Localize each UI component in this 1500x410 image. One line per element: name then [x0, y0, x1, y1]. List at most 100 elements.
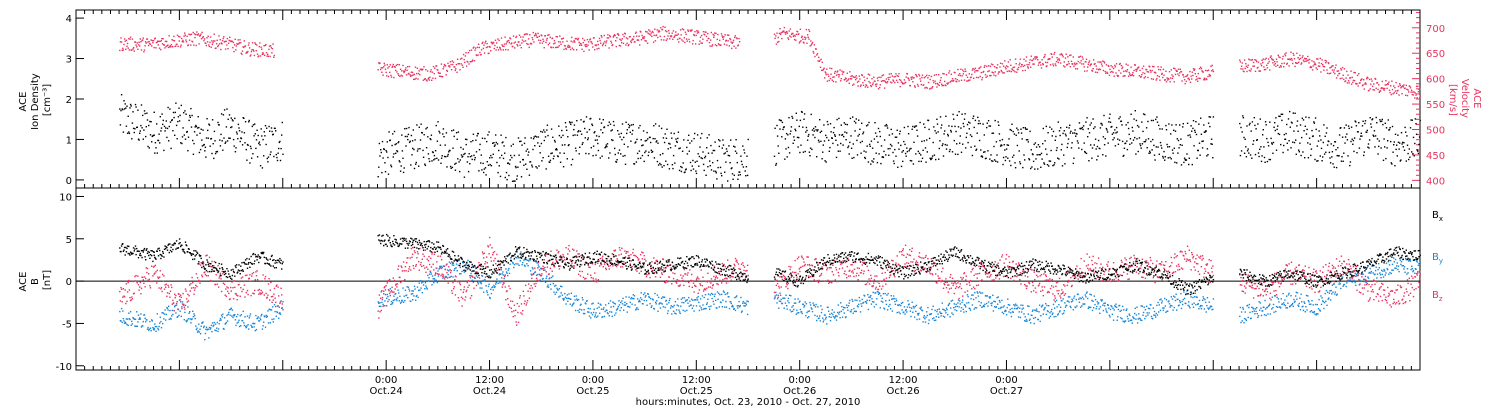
- velocity-point: [1141, 67, 1144, 70]
- velocity-point: [898, 78, 901, 81]
- density-point: [843, 135, 845, 138]
- velocity-point: [1045, 61, 1047, 64]
- velocity-point: [1277, 54, 1279, 56]
- velocity-point: [1388, 89, 1391, 91]
- velocity-point: [1260, 65, 1263, 67]
- velocity-point: [829, 77, 832, 80]
- by-point: [393, 299, 396, 301]
- density-point: [843, 122, 845, 124]
- density-point: [972, 117, 974, 120]
- velocity-point: [494, 39, 497, 41]
- velocity-point: [422, 79, 425, 81]
- velocity-point: [209, 41, 211, 44]
- density-point: [1090, 122, 1092, 124]
- velocity-point: [608, 47, 610, 49]
- density-point: [1078, 147, 1080, 149]
- velocity-point: [500, 37, 503, 39]
- by-point: [216, 321, 219, 324]
- velocity-point: [1335, 77, 1338, 79]
- velocity-point: [1014, 71, 1016, 73]
- density-point: [1175, 124, 1177, 126]
- density-point: [130, 105, 132, 107]
- velocity-point: [992, 72, 995, 74]
- density-point: [487, 134, 489, 136]
- density-point: [588, 153, 590, 155]
- velocity-point: [841, 70, 843, 72]
- density-point: [1293, 130, 1295, 132]
- date-tick-label: Oct.25: [576, 386, 609, 397]
- velocity-point: [586, 38, 589, 41]
- density-point: [1092, 118, 1094, 120]
- velocity-point: [890, 73, 892, 75]
- density-point: [443, 155, 446, 158]
- by-point: [240, 325, 242, 327]
- velocity-point: [1017, 68, 1019, 71]
- density-point: [1262, 134, 1264, 136]
- velocity-point: [983, 70, 985, 73]
- density-point: [644, 151, 646, 154]
- by-point: [550, 288, 552, 290]
- density-point: [1045, 148, 1047, 150]
- velocity-point: [120, 37, 122, 39]
- by-point: [193, 314, 196, 317]
- by-point: [377, 301, 379, 303]
- velocity-point: [557, 41, 560, 43]
- velocity-point: [941, 83, 943, 85]
- velocity-point: [1396, 92, 1398, 94]
- velocity-point: [1312, 65, 1314, 67]
- velocity-point: [821, 69, 823, 72]
- density-point: [528, 151, 530, 153]
- velocity-point: [456, 58, 459, 60]
- density-point: [791, 115, 793, 118]
- velocity-point: [566, 40, 568, 42]
- density-point: [209, 145, 211, 147]
- velocity-point: [1266, 67, 1269, 69]
- velocity-point: [918, 75, 921, 77]
- by-point: [254, 329, 256, 332]
- density-point: [492, 153, 494, 155]
- density-point: [1165, 129, 1168, 131]
- density-point: [655, 141, 657, 143]
- density-point: [1302, 151, 1304, 153]
- density-point: [610, 130, 612, 132]
- by-point: [398, 292, 400, 294]
- density-point: [419, 139, 422, 141]
- density-point: [1370, 123, 1372, 125]
- by-point: [193, 313, 195, 315]
- density-point: [586, 131, 588, 133]
- density-point: [1273, 126, 1275, 128]
- density-point: [490, 154, 492, 157]
- density-point: [1183, 161, 1185, 164]
- by-point: [227, 313, 229, 316]
- velocity-point: [1106, 72, 1109, 74]
- density-point: [148, 147, 150, 149]
- density-point: [1177, 139, 1180, 142]
- velocity-point: [413, 73, 415, 76]
- density-point: [1254, 124, 1256, 127]
- density-point: [909, 159, 912, 162]
- by-point: [247, 324, 249, 326]
- density-point: [1073, 132, 1076, 134]
- velocity-point: [1272, 62, 1274, 64]
- density-point: [220, 113, 223, 115]
- velocity-point: [1285, 52, 1287, 54]
- velocity-point: [1297, 57, 1299, 59]
- density-point: [187, 150, 189, 152]
- velocity-point: [170, 46, 172, 48]
- density-point: [638, 127, 640, 129]
- by-point: [389, 288, 391, 290]
- velocity-point: [134, 41, 137, 43]
- by-point: [275, 305, 277, 308]
- velocity-point: [1042, 63, 1044, 66]
- density-point: [543, 139, 545, 142]
- by-point: [470, 272, 472, 275]
- density-point: [1371, 119, 1373, 121]
- velocity-point: [895, 73, 897, 75]
- density-point: [1081, 148, 1083, 151]
- velocity-point: [894, 81, 896, 84]
- velocity-point: [924, 87, 926, 89]
- velocity-point: [490, 50, 492, 52]
- velocity-point: [824, 77, 826, 79]
- density-point: [828, 139, 830, 141]
- velocity-point: [222, 37, 224, 40]
